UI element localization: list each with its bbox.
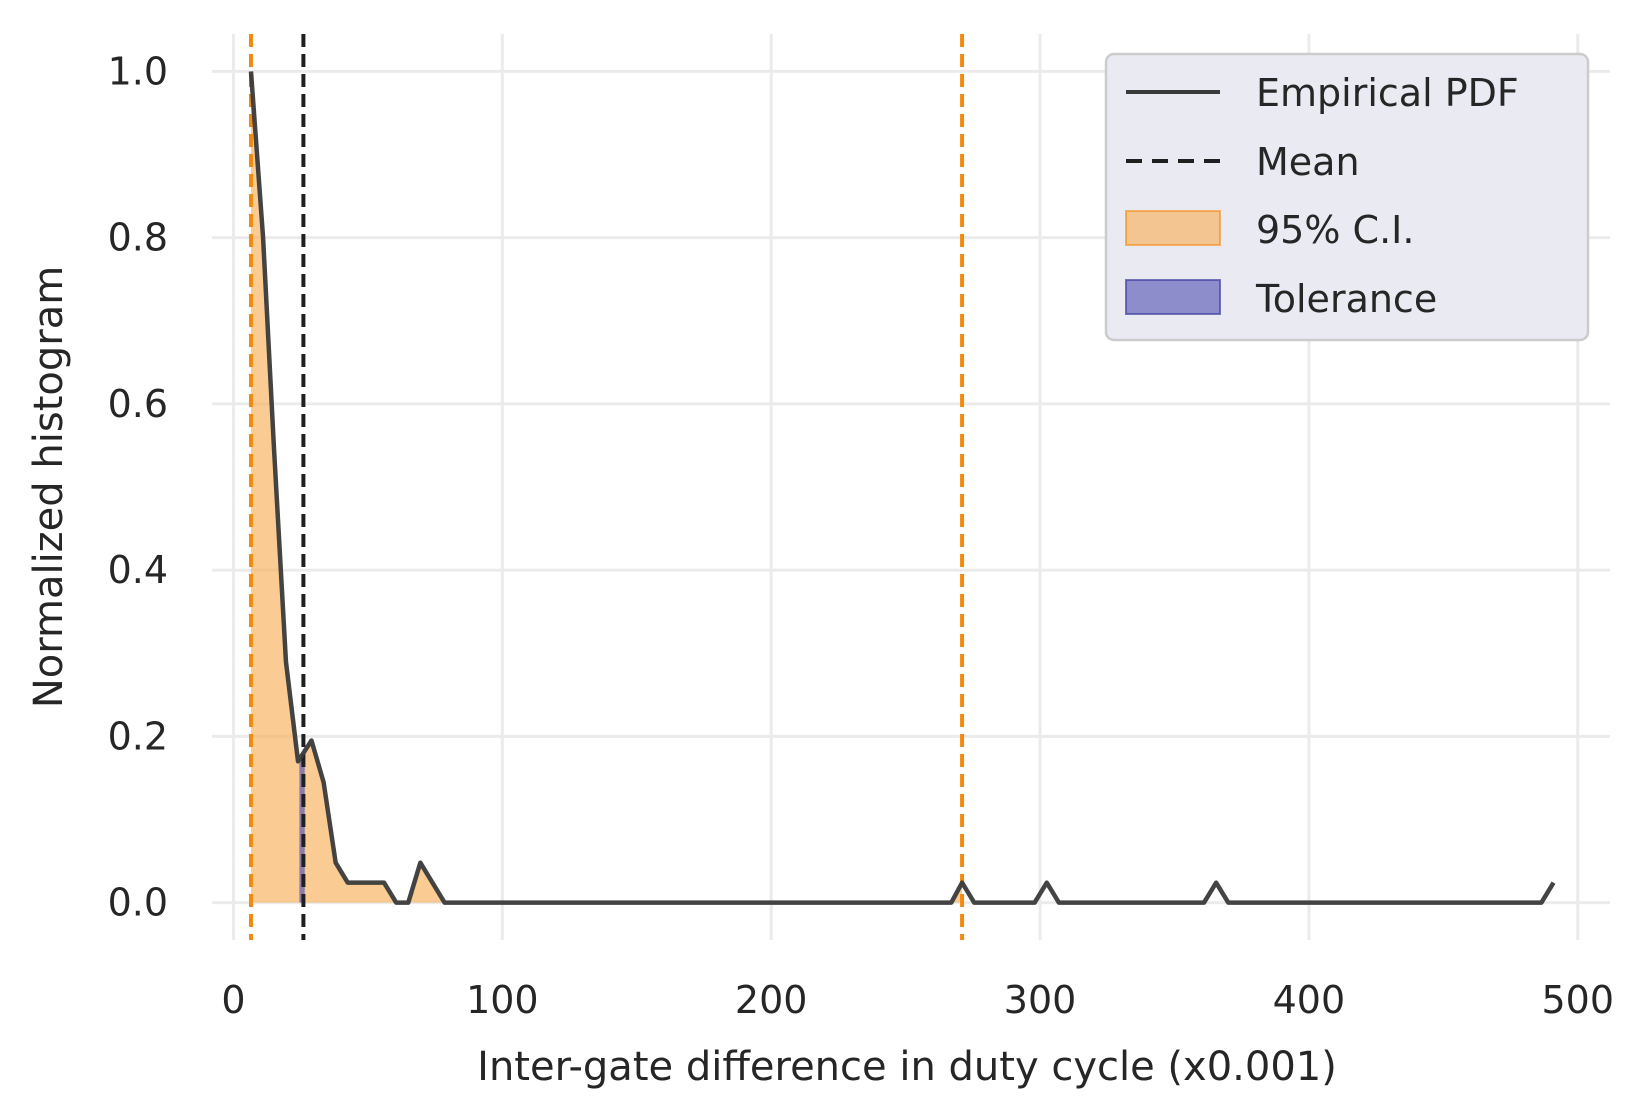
x-axis-label: Inter-gate difference in duty cycle (x0.… xyxy=(477,1044,1337,1090)
legend-box xyxy=(1104,52,1590,342)
y-tick-label: 0.4 xyxy=(108,548,168,592)
x-tick-label: 300 xyxy=(1004,978,1077,1022)
y-axis-label: Normalized histogram xyxy=(26,266,72,708)
legend-swatch-ci xyxy=(1125,210,1221,246)
legend-label-tolerance: Tolerance xyxy=(1255,277,1437,321)
series-lines xyxy=(248,71,1556,905)
x-tick-label: 200 xyxy=(735,978,808,1022)
x-tick-label: 400 xyxy=(1273,978,1346,1022)
y-tick-label: 0.8 xyxy=(108,216,168,260)
empirical-pdf-line xyxy=(248,71,1556,905)
y-tick-label: 0.6 xyxy=(108,382,168,426)
ci-fill-area xyxy=(250,71,963,903)
tick-labels: 0 100 200 300 400 500 0.0 0.2 0.4 0.6 0.8 1.0 xyxy=(108,49,1614,1022)
legend-label-ci: 95% C.I. xyxy=(1256,208,1414,252)
x-tick-label: 100 xyxy=(466,978,539,1022)
y-tick-label: 0.0 xyxy=(108,881,168,925)
legend-label-empirical-pdf: Empirical PDF xyxy=(1256,71,1519,115)
x-tick-label: 500 xyxy=(1541,978,1614,1022)
x-tick-label: 0 xyxy=(221,978,245,1022)
reference-lines xyxy=(248,34,965,940)
filled-areas xyxy=(250,71,963,903)
legend-swatch-tolerance xyxy=(1125,279,1221,315)
legend: Empirical PDF Mean 95% C.I. Tolerance xyxy=(1104,52,1590,342)
y-tick-label: 1.0 xyxy=(108,49,168,93)
legend-label-mean: Mean xyxy=(1256,140,1360,184)
y-tick-label: 0.2 xyxy=(108,714,168,758)
